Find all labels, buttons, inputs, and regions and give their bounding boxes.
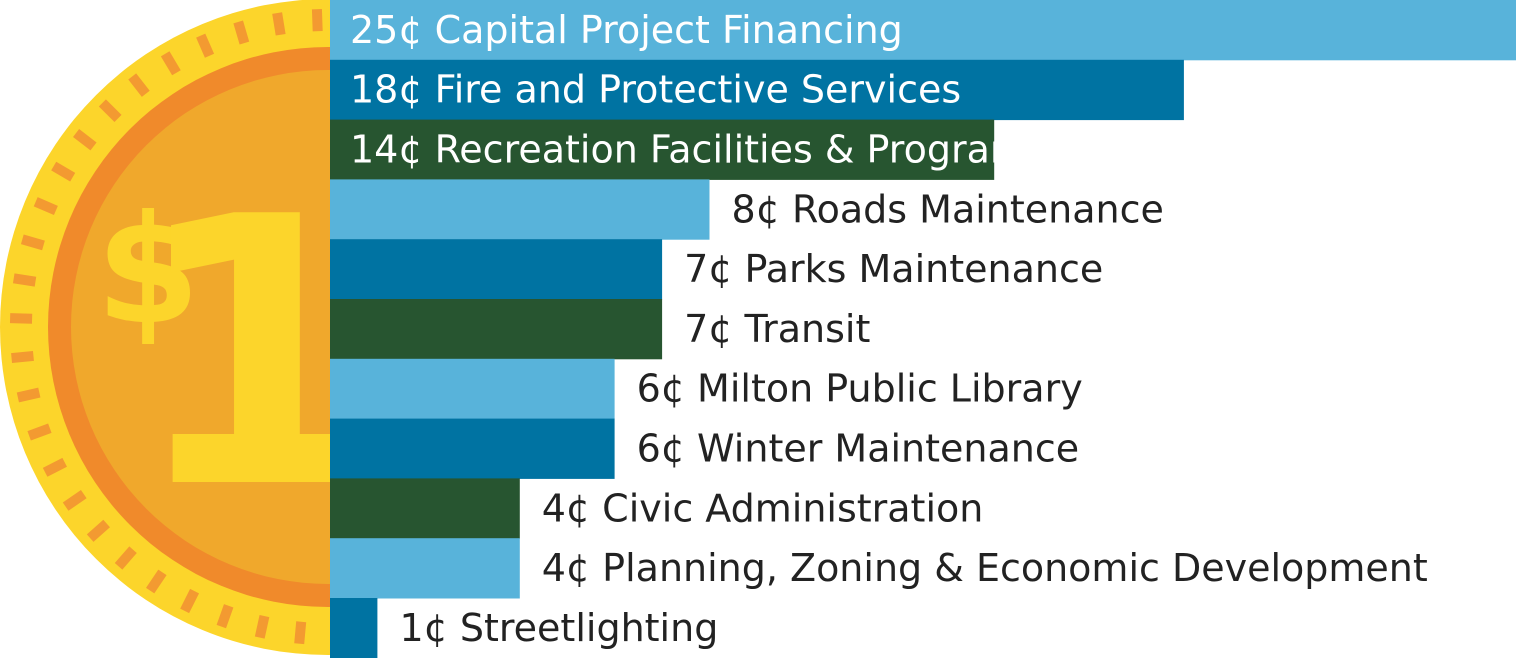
bar-label: 18¢ Fire and Protective Services bbox=[350, 68, 961, 112]
coin-notch bbox=[62, 490, 87, 511]
bar-label: 14¢ Recreation Facilities & Programs bbox=[350, 128, 1047, 172]
coin-notch bbox=[86, 519, 110, 542]
coin-edge-notches bbox=[9, 9, 323, 645]
coin-notch bbox=[254, 614, 270, 639]
bar-label: 7¢ Transit bbox=[684, 307, 870, 351]
coin-notch bbox=[180, 588, 200, 614]
coin-notch bbox=[311, 9, 323, 32]
coin-notch bbox=[16, 387, 41, 403]
coin-notch bbox=[20, 234, 45, 251]
bar-label: 8¢ Roads Maintenance bbox=[732, 187, 1164, 231]
bar-series bbox=[330, 0, 1516, 659]
bar bbox=[330, 538, 520, 599]
coin-notch bbox=[98, 99, 122, 122]
bar bbox=[330, 59, 1184, 121]
bar bbox=[330, 478, 520, 539]
bar bbox=[330, 119, 995, 180]
bar bbox=[330, 239, 663, 300]
coin-notch bbox=[12, 273, 37, 287]
bar bbox=[330, 179, 710, 240]
coin-notch bbox=[42, 457, 67, 477]
coin-face bbox=[71, 70, 330, 584]
bar-label: 25¢ Capital Project Financing bbox=[350, 8, 903, 52]
bar bbox=[330, 598, 378, 659]
coin-notch bbox=[216, 604, 234, 629]
bar-label: 1¢ Streetlighting bbox=[399, 606, 718, 650]
bar-label: 4¢ Civic Administration bbox=[542, 486, 984, 530]
bar bbox=[330, 299, 663, 360]
bar bbox=[330, 358, 615, 420]
coin-notch bbox=[27, 423, 52, 441]
coin-dollar-sign: $ bbox=[96, 184, 200, 358]
coin-notch bbox=[73, 129, 97, 151]
dollar-coin-icon: $ 1 bbox=[0, 0, 386, 655]
bar bbox=[330, 418, 615, 479]
coin-notch bbox=[272, 12, 286, 36]
bar-label: 6¢ Winter Maintenance bbox=[637, 427, 1080, 471]
coin-notch bbox=[114, 546, 137, 570]
coin-notch bbox=[146, 569, 167, 594]
bar-label: 7¢ Parks Maintenance bbox=[684, 247, 1103, 291]
bar-label: 6¢ Milton Public Library bbox=[637, 367, 1083, 411]
coin-notch bbox=[294, 621, 307, 645]
bar-label: 4¢ Planning, Zoning & Economic Developme… bbox=[542, 546, 1428, 590]
bar bbox=[330, 0, 1516, 61]
coin-notch bbox=[196, 33, 215, 58]
coin-notch bbox=[128, 73, 150, 97]
bar-labels: 25¢ Capital Project Financing 18¢ Fire an… bbox=[350, 8, 1428, 650]
coin-notch bbox=[160, 51, 181, 76]
coin-notch bbox=[51, 161, 76, 182]
coin-one-digit: 1 bbox=[129, 140, 386, 570]
coin-notch bbox=[9, 313, 33, 324]
coin-notch bbox=[33, 197, 58, 216]
coin-notch bbox=[11, 350, 34, 364]
coin-notch bbox=[233, 20, 250, 45]
